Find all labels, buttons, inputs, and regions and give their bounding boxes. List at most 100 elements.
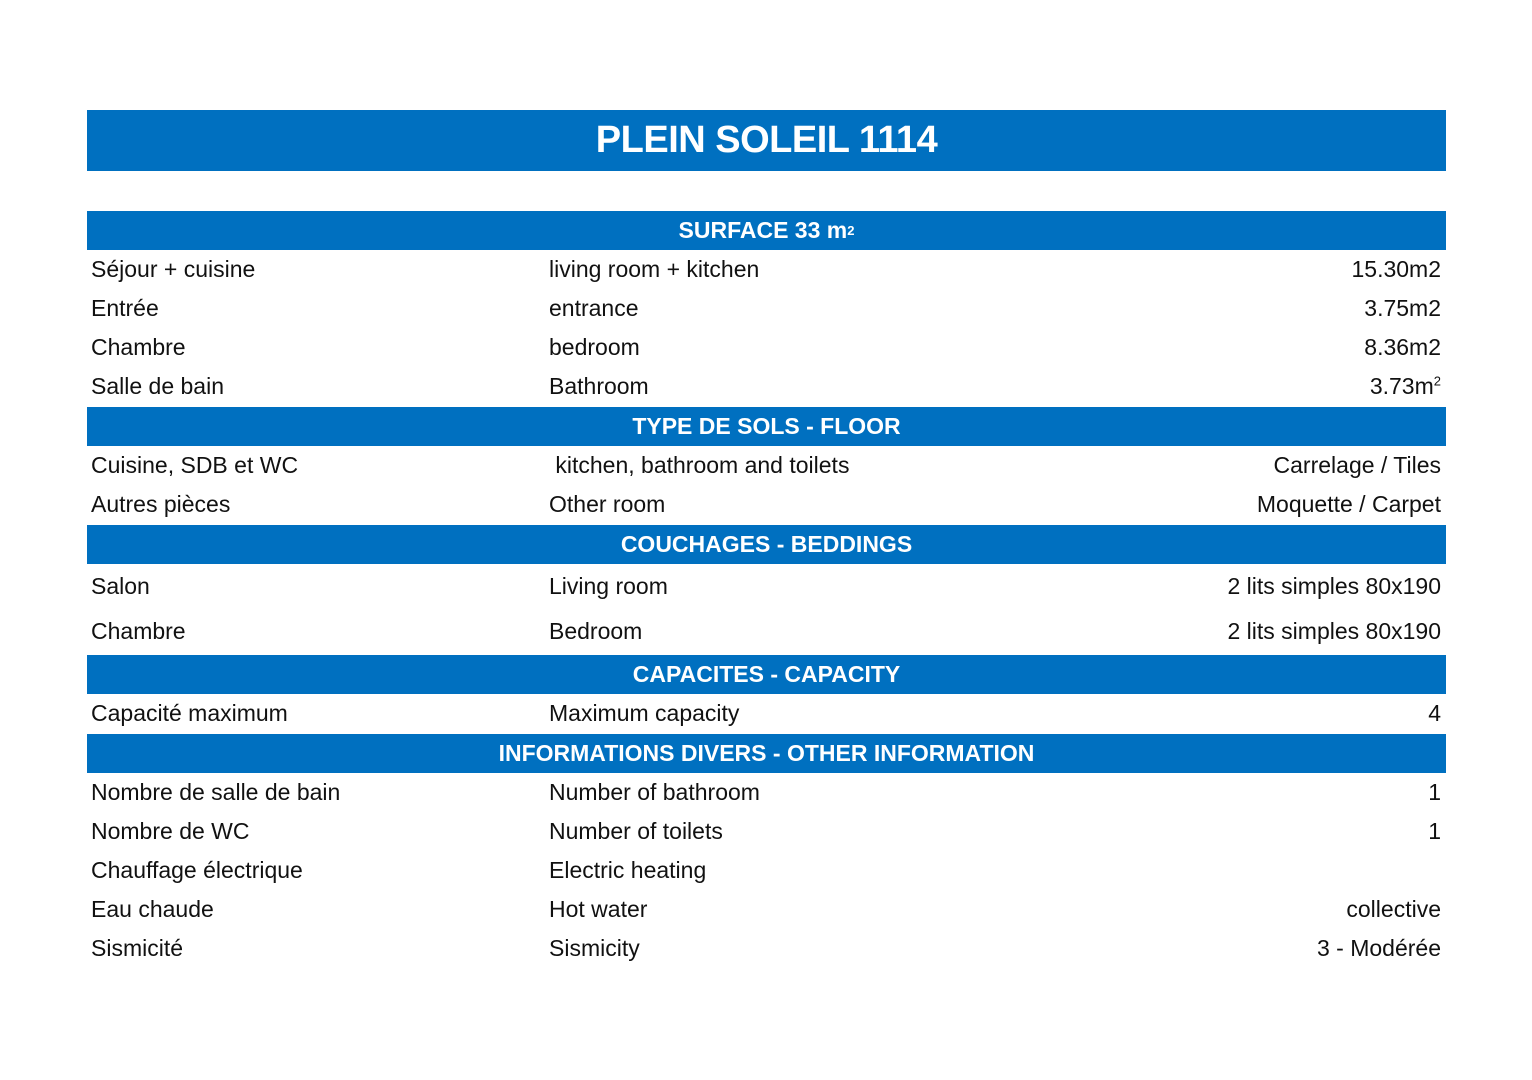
table-row: Séjour + cuisine living room + kitchen 15.… <box>87 250 1446 289</box>
section-header-label: INFORMATIONS DIVERS - OTHER INFORMATION <box>498 740 1035 766</box>
table-row: Nombre de WC Number of toilets 1 <box>87 812 1446 851</box>
section-header: COUCHAGES - BEDDINGS <box>87 525 1446 564</box>
french-label: Nombre de salle de bain <box>91 779 340 806</box>
row-value-text: 2 lits simples 80x190 <box>1227 573 1442 599</box>
row-value-text: 1 <box>1428 779 1441 805</box>
row-value-text: 4 <box>1428 700 1441 726</box>
french-label: Cuisine, SDB et WC <box>91 452 298 479</box>
french-label-text: Sismicité <box>91 935 184 961</box>
french-label: Nombre de WC <box>91 818 249 845</box>
french-label-text: Capacité maximum <box>91 700 288 726</box>
section-header-label: SURFACE 33 m <box>678 217 848 243</box>
english-label-text: kitchen, bathroom and toilets <box>549 452 850 478</box>
table-row: Chauffage électrique Electric heating <box>87 851 1446 890</box>
english-label: entrance <box>549 295 639 322</box>
english-label: Number of bathroom <box>549 779 760 806</box>
english-label: Sismicity <box>549 935 640 962</box>
row-value: 8.36m2 <box>1364 334 1441 361</box>
table-row: Chambre bedroom 8.36m2 <box>87 328 1446 367</box>
table-row: Autres pièces Other room Moquette / Carpet <box>87 485 1446 524</box>
superscript: 2 <box>1433 373 1441 389</box>
french-label: Eau chaude <box>91 896 214 923</box>
english-label: bedroom <box>549 334 640 361</box>
french-label: Séjour + cuisine <box>91 256 255 283</box>
french-label-text: Chambre <box>91 334 186 360</box>
row-value: 3.73m2 <box>1370 373 1441 400</box>
row-value-text: 3.75m2 <box>1364 295 1441 321</box>
table-row: Chambre Bedroom 2 lits simples 80x190 <box>87 609 1446 654</box>
english-label-text: Sismicity <box>549 935 640 961</box>
table-row: Sismicité Sismicity 3 - Modérée <box>87 929 1446 968</box>
section-header: INFORMATIONS DIVERS - OTHER INFORMATION <box>87 734 1446 773</box>
french-label-text: Chambre <box>91 618 186 644</box>
english-label-text: Other room <box>549 491 666 517</box>
french-label-text: Séjour + cuisine <box>91 256 256 282</box>
row-value: 15.30m2 <box>1351 256 1441 283</box>
french-label: Sismicité <box>91 935 183 962</box>
french-label: Entrée <box>91 295 159 322</box>
french-label: Autres pièces <box>91 491 230 518</box>
section-header-label: COUCHAGES - BEDDINGS <box>620 531 913 557</box>
english-label: living room + kitchen <box>549 256 759 283</box>
row-value-text: 15.30m2 <box>1351 256 1441 282</box>
french-label-text: Salle de bain <box>91 373 224 399</box>
french-label-text: Chauffage électrique <box>91 857 303 883</box>
french-label: Salle de bain <box>91 373 224 400</box>
english-label-text: Maximum capacity <box>549 700 740 726</box>
english-label: Hot water <box>549 896 647 923</box>
english-label-text: entrance <box>549 295 639 321</box>
french-label: Capacité maximum <box>91 700 288 727</box>
row-value-text: 3 - Modérée <box>1316 935 1441 961</box>
row-value-text: 2 lits simples 80x190 <box>1227 618 1442 644</box>
english-label-text: Number of bathroom <box>549 779 760 805</box>
row-value: 1 <box>1428 779 1441 806</box>
english-label-text: bedroom <box>549 334 640 360</box>
page-title: PLEIN SOLEIL 1114 <box>87 110 1446 171</box>
french-label-text: Cuisine, SDB et WC <box>91 452 299 478</box>
row-value-text: Moquette / Carpet <box>1256 491 1441 517</box>
english-label-text: Bedroom <box>549 618 643 644</box>
table-row: Entrée entrance 3.75m2 <box>87 289 1446 328</box>
row-value: Moquette / Carpet <box>1257 491 1441 518</box>
french-label-text: Nombre de salle de bain <box>91 779 341 805</box>
row-value-text: 3.73m <box>1369 373 1434 399</box>
english-label: Bathroom <box>549 373 649 400</box>
section-header: CAPACITES - CAPACITY <box>87 655 1446 694</box>
french-label-text: Eau chaude <box>91 896 214 922</box>
row-value: 4 <box>1428 700 1441 727</box>
row-value: 3.75m2 <box>1364 295 1441 322</box>
french-label-text: Salon <box>91 573 150 599</box>
french-label: Chambre <box>91 618 186 645</box>
english-label-text: Number of toilets <box>549 818 723 844</box>
row-value-text: Carrelage / Tiles <box>1273 452 1441 478</box>
english-label-text: living room + kitchen <box>549 256 760 282</box>
section-header: TYPE DE SOLS - FLOOR <box>87 407 1446 446</box>
superscript: 2 <box>847 223 855 238</box>
french-label: Salon <box>91 573 150 600</box>
row-value: 2 lits simples 80x190 <box>1228 573 1442 600</box>
sections: SURFACE 33 m 2 Séjour + cuisine living room… <box>87 211 1446 968</box>
table-row: Capacité maximum Maximum capacity 4 <box>87 694 1446 733</box>
row-value: collective <box>1346 896 1441 923</box>
section-header-label: TYPE DE SOLS - FLOOR <box>632 413 901 439</box>
section-header-label: CAPACITES - CAPACITY <box>632 661 901 687</box>
property-sheet: PLEIN SOLEIL 1114 SURFACE 33 m 2 Séjour + … <box>87 110 1446 968</box>
english-label: Other room <box>549 491 665 518</box>
french-label-text: Entrée <box>91 295 159 321</box>
table-row: Salle de bain Bathroom 3.73m2 <box>87 367 1446 406</box>
english-label: Living room <box>549 573 668 600</box>
english-label: kitchen, bathroom and toilets <box>549 452 849 479</box>
english-label: Electric heating <box>549 857 706 884</box>
table-row: Cuisine, SDB et WC kitchen, bathroom and… <box>87 446 1446 485</box>
english-label-text: Hot water <box>549 896 648 922</box>
table-row: Salon Living room 2 lits simples 80x190 <box>87 564 1446 609</box>
table-row: Eau chaude Hot water collective <box>87 890 1446 929</box>
row-value: 1 <box>1428 818 1441 845</box>
french-label: Chambre <box>91 334 186 361</box>
row-value: 3 - Modérée <box>1317 935 1441 962</box>
french-label-text: Nombre de WC <box>91 818 250 844</box>
table-row: Nombre de salle de bain Number of bathroo… <box>87 773 1446 812</box>
english-label: Number of toilets <box>549 818 723 845</box>
english-label-text: Living room <box>549 573 668 599</box>
